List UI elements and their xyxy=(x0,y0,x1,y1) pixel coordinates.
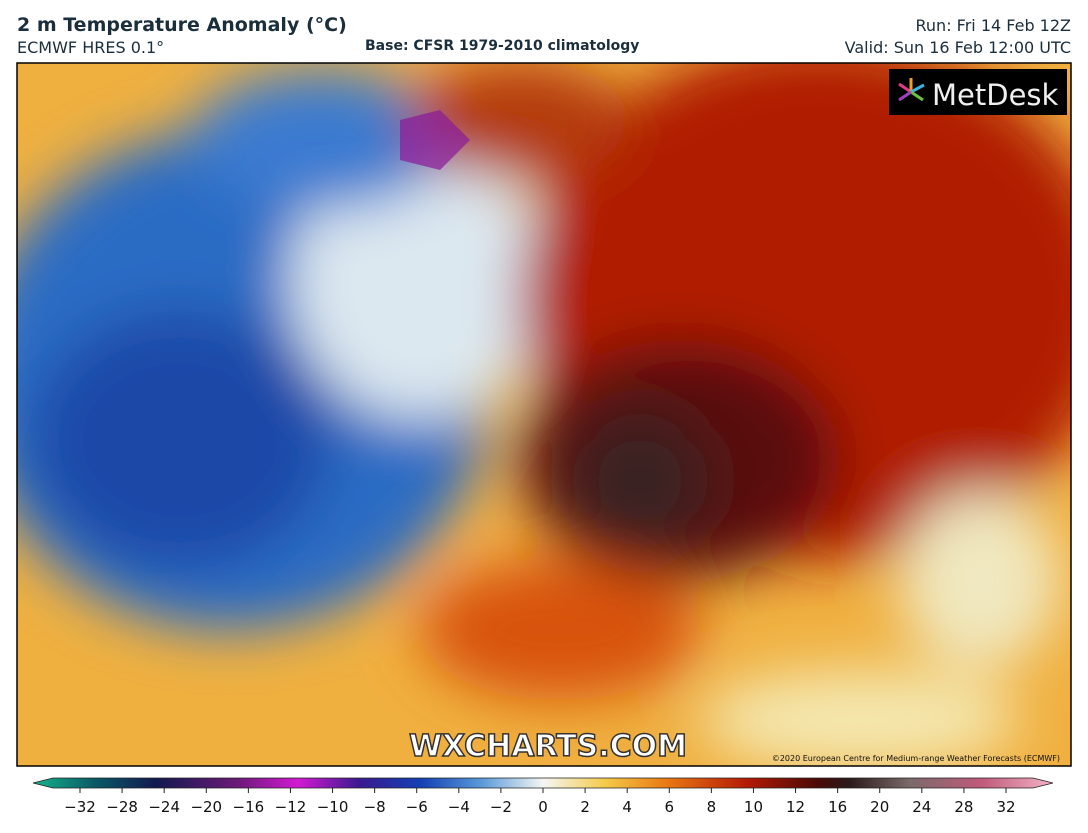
colorbar-tick-label: 2 xyxy=(580,798,590,816)
colorbar-tick-label: −4 xyxy=(448,798,470,816)
colorbar-tick-label: 0 xyxy=(538,798,548,816)
colorbar-tick-label: 20 xyxy=(870,798,889,816)
colorbar-tick-label: −2 xyxy=(490,798,512,816)
colorbar-tick-label: −16 xyxy=(233,798,265,816)
colorbar-tick-label: 24 xyxy=(912,798,931,816)
anomaly-field xyxy=(17,63,1071,766)
copyright: ©2020 European Centre for Medium-range W… xyxy=(772,754,1060,763)
colorbar-tick-label: −10 xyxy=(317,798,349,816)
colorbar-tick-label: 28 xyxy=(954,798,973,816)
watermark: WXCHARTS.COM xyxy=(409,729,687,764)
colorbar-tick-label: −32 xyxy=(64,798,96,816)
colorbar-tick-label: 4 xyxy=(622,798,632,816)
colorbar-tick-label: 16 xyxy=(828,798,847,816)
logo: MetDesk xyxy=(932,78,1059,112)
colorbar-ticks: −32 −28 −24 −20 −16 −12 −10 −8 −6 −4 −2 0 2 4 6 8 10 12 16… xyxy=(64,788,1016,816)
base: Base: CFSR 1979-2010 climatology xyxy=(365,38,640,54)
colorbar-tick-label: 6 xyxy=(664,798,674,816)
run: Run: Fri 14 Feb 12Z xyxy=(915,16,1071,35)
model: ECMWF HRES 0.1° xyxy=(17,38,165,57)
colorbar-tick-label: −28 xyxy=(106,798,138,816)
title: 2 m Temperature Anomaly (°C) xyxy=(17,14,347,36)
logo-icon xyxy=(898,78,925,102)
logo-box xyxy=(889,69,1067,115)
colorbar-tick-label: −6 xyxy=(406,798,428,816)
map-frame xyxy=(16,62,1072,767)
colorbar-tick-label: −8 xyxy=(364,798,386,816)
colorbar-tick-label: −24 xyxy=(148,798,180,816)
colorbar-tick-label: −12 xyxy=(275,798,307,816)
colorbar-tick-label: −20 xyxy=(190,798,222,816)
colorbar-tick-label: 10 xyxy=(744,798,763,816)
colorbar-tick-label: 8 xyxy=(707,798,717,816)
colorbar-tick-label: 12 xyxy=(786,798,805,816)
valid: Valid: Sun 16 Feb 12:00 UTC xyxy=(844,38,1071,57)
colorbar xyxy=(32,777,1054,789)
colorbar-tick-label: 32 xyxy=(996,798,1015,816)
